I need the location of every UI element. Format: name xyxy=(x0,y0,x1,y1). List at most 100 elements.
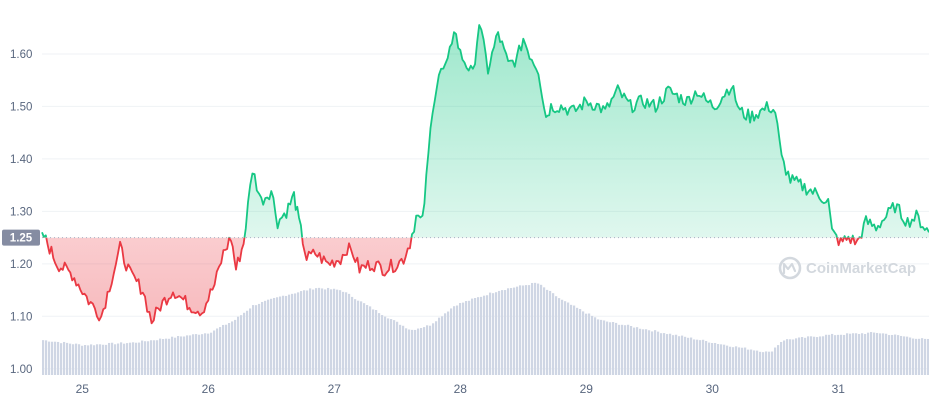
volume-bar xyxy=(414,329,417,375)
volume-bar xyxy=(774,347,777,375)
volume-bar xyxy=(363,303,366,375)
volume-bar xyxy=(786,339,789,375)
volume-bar xyxy=(147,341,150,375)
volume-bar xyxy=(738,347,741,375)
volume-bar xyxy=(861,333,864,375)
volume-bar xyxy=(306,290,309,375)
volume-bar xyxy=(177,335,180,375)
volume-bar xyxy=(291,293,294,375)
volume-bar xyxy=(522,285,525,375)
volume-bar xyxy=(780,341,783,375)
y-axis: 1.00 1.10 1.20 1.30 1.40 1.50 1.60 xyxy=(10,49,32,376)
volume-bar xyxy=(474,298,477,375)
volume-bar xyxy=(453,306,456,375)
volume-bar xyxy=(693,339,696,375)
volume-bar xyxy=(459,303,462,375)
volume-bar xyxy=(822,336,825,375)
volume-bar xyxy=(654,330,657,375)
coinmarketcap-logo-icon xyxy=(778,256,802,280)
volume-bar xyxy=(369,306,372,375)
volume-bar xyxy=(777,345,780,375)
volume-bar xyxy=(462,302,465,375)
watermark: CoinMarketCap xyxy=(778,256,916,280)
volume-bar xyxy=(399,324,402,375)
volume-bar xyxy=(831,333,834,375)
volume-bar xyxy=(843,334,846,375)
volume-bar xyxy=(444,313,447,375)
volume-bar xyxy=(723,344,726,375)
volume-bar xyxy=(648,330,651,375)
volume-bar xyxy=(660,333,663,375)
volume-bar xyxy=(801,337,804,375)
volume-bar xyxy=(666,334,669,375)
volume-bar xyxy=(72,344,75,375)
volume-bar xyxy=(225,324,228,375)
volume-bar xyxy=(432,323,435,375)
volume-bar xyxy=(681,335,684,375)
volume-bar xyxy=(321,288,324,375)
volume-bar xyxy=(333,288,336,375)
volume-bar xyxy=(678,336,681,375)
volume-bar xyxy=(357,300,360,375)
volume-bar xyxy=(531,282,534,375)
volume-bar xyxy=(876,332,879,375)
volume-bar xyxy=(324,289,327,375)
volume-bar xyxy=(234,319,237,375)
volume-bar xyxy=(231,321,234,375)
volume-bar xyxy=(384,316,387,375)
volume-bar xyxy=(63,341,66,375)
volume-bar xyxy=(375,310,378,375)
volume-bar xyxy=(219,327,222,375)
volume-bar xyxy=(351,296,354,375)
volume-bar xyxy=(150,340,153,375)
volume-bar xyxy=(528,285,531,375)
volume-bar xyxy=(405,328,408,375)
volume-bar xyxy=(504,290,507,375)
volume-bar xyxy=(672,335,675,375)
volume-bar xyxy=(144,341,147,375)
volume-bar xyxy=(690,337,693,375)
volume-bar xyxy=(411,329,414,375)
volume-bar xyxy=(852,333,855,375)
area-below-reference xyxy=(42,237,929,324)
volume-bar xyxy=(840,334,843,375)
volume-bar xyxy=(699,340,702,375)
volume-bar xyxy=(450,308,453,375)
volume-bar xyxy=(819,336,822,375)
volume-bar xyxy=(75,343,78,375)
x-tick-label: 31 xyxy=(832,382,846,396)
volume-bar xyxy=(921,338,924,375)
volume-bar xyxy=(591,315,594,375)
volume-bar xyxy=(810,336,813,375)
volume-bar xyxy=(720,344,723,375)
volume-bar xyxy=(102,344,105,375)
volume-bar xyxy=(117,343,120,375)
volume-bar xyxy=(825,334,828,375)
x-tick-label: 29 xyxy=(580,382,594,396)
volume-bar xyxy=(318,287,321,375)
y-tick-label: 1.20 xyxy=(10,259,32,271)
volume-bar xyxy=(756,350,759,375)
volume-bar xyxy=(396,321,399,375)
volume-bar xyxy=(261,301,264,375)
volume-bar xyxy=(360,301,363,375)
volume-bar xyxy=(537,283,540,375)
volume-bar xyxy=(87,345,90,375)
volume-bar xyxy=(795,338,798,375)
price-line-below xyxy=(43,237,863,325)
volume-bar xyxy=(765,351,768,375)
volume-bar xyxy=(534,282,537,375)
volume-bar xyxy=(60,343,63,375)
volume-bar xyxy=(495,292,498,375)
volume-bar xyxy=(162,339,165,375)
volume-bar xyxy=(924,338,927,375)
volume-bar xyxy=(246,310,249,375)
volume-bar xyxy=(99,344,102,375)
volume-bar xyxy=(507,288,510,375)
volume-bar xyxy=(255,305,258,375)
volume-bar xyxy=(114,344,117,375)
reference-label-text: 1.25 xyxy=(10,233,33,245)
volume-bar xyxy=(546,289,549,375)
volume-bar xyxy=(564,301,567,375)
volume-bar xyxy=(372,309,375,375)
